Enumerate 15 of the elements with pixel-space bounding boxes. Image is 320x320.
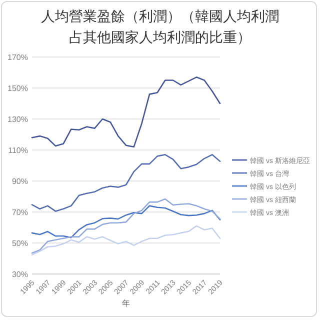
chart-title: 人均營業盈餘（利潤）（韓國人均利潤占其他國家人均利潤的比重） [40, 7, 280, 47]
line-series [31, 198, 221, 254]
y-tick-label: 130% [8, 115, 28, 124]
y-tick-label: 90% [12, 177, 28, 186]
y-tick-label: 30% [12, 270, 28, 279]
x-axis-title: 年 [122, 299, 130, 308]
line-series [31, 154, 221, 212]
line-series [31, 76, 221, 148]
y-tick-label: 150% [8, 84, 28, 93]
y-tick-label: 110% [8, 146, 28, 155]
line-series [31, 225, 221, 256]
y-tick-label: 70% [12, 208, 28, 217]
y-tick-label: 170% [8, 53, 28, 62]
y-tick-label: 50% [12, 239, 28, 248]
line-series [31, 205, 221, 238]
